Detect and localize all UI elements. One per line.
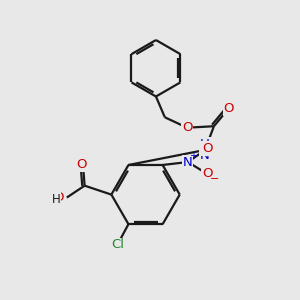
- Text: O: O: [182, 121, 192, 134]
- Text: O: O: [202, 142, 212, 155]
- Text: O: O: [53, 191, 64, 204]
- Text: H
N: H N: [200, 138, 210, 162]
- Text: H: H: [52, 193, 61, 206]
- Text: O: O: [224, 102, 234, 115]
- Text: N: N: [183, 155, 193, 169]
- Text: O: O: [202, 167, 212, 180]
- Text: Cl: Cl: [112, 238, 124, 251]
- Text: +: +: [189, 151, 197, 161]
- Text: −: −: [210, 174, 219, 184]
- Text: O: O: [76, 158, 87, 171]
